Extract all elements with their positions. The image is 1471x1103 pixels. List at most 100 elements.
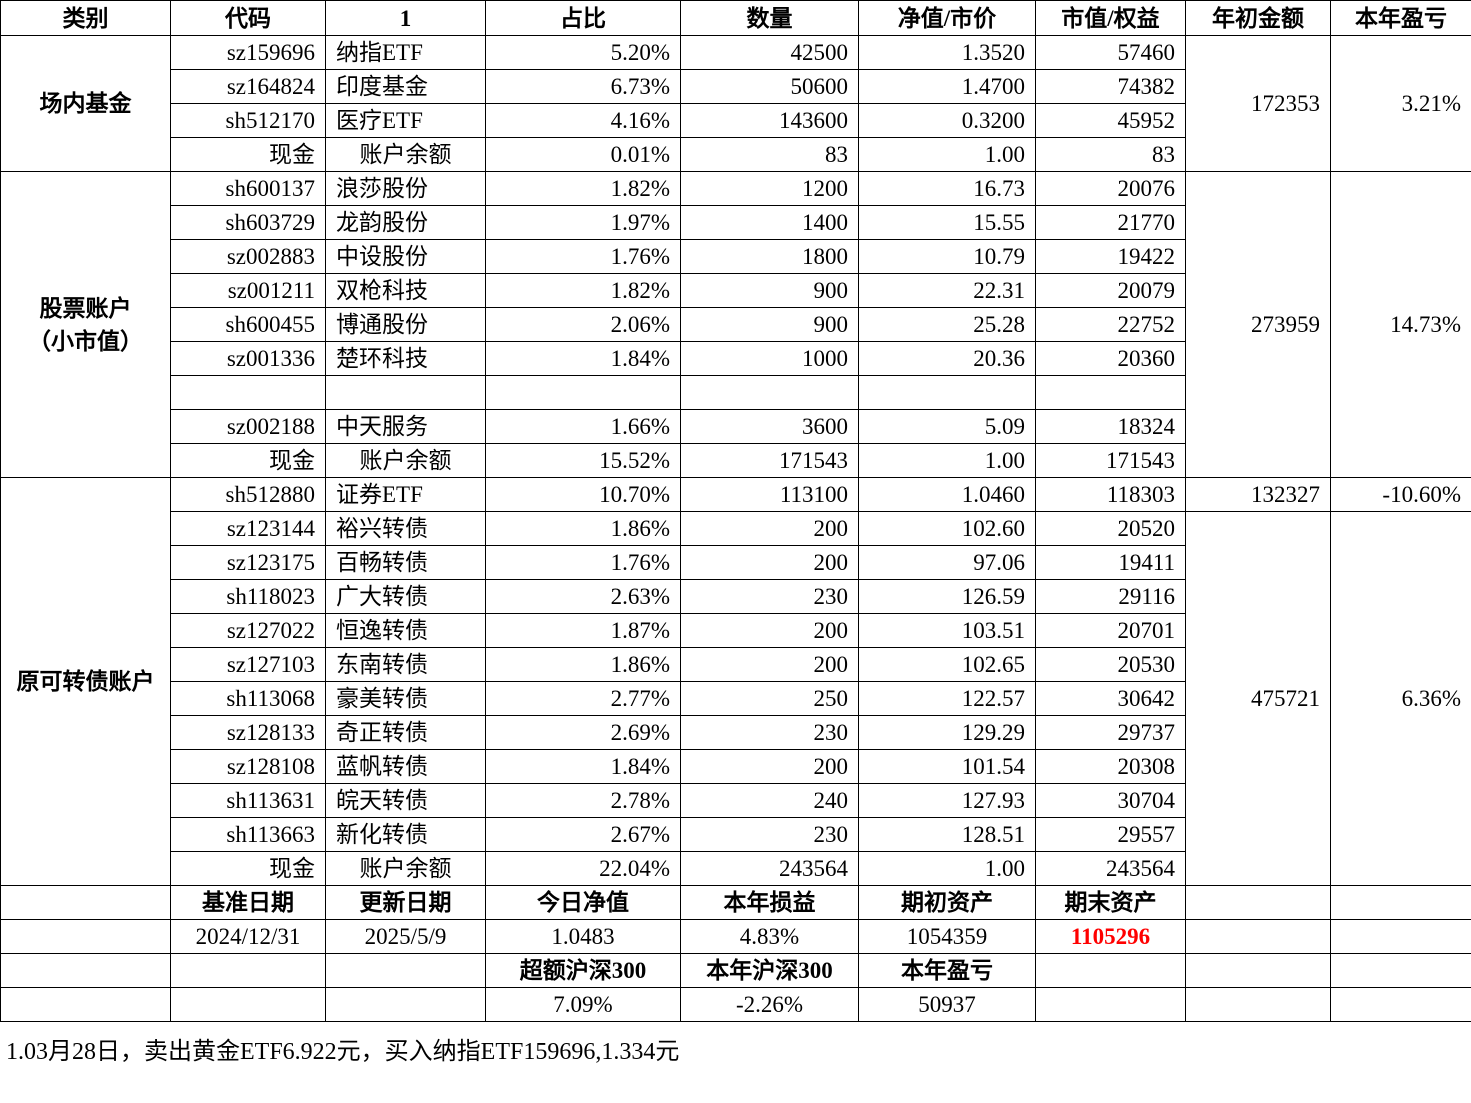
cell-name[interactable]: 裕兴转债 <box>325 511 486 546</box>
cell-value[interactable]: 20530 <box>1035 647 1186 682</box>
cell-price[interactable]: 97.06 <box>858 545 1036 580</box>
cell-pct[interactable]: 2.78% <box>485 783 681 818</box>
cell-name[interactable]: 印度基金 <box>325 69 486 104</box>
cell-pct[interactable]: 10.70% <box>485 477 681 512</box>
summary-value-today-nav[interactable]: 1.0483 <box>485 919 681 954</box>
cell-name[interactable]: 证券ETF <box>325 477 486 512</box>
cell-qty[interactable]: 230 <box>680 817 859 852</box>
cell-initial-amount[interactable]: 132327 <box>1185 477 1331 512</box>
summary-value-ytd-hs300[interactable]: -2.26% <box>680 987 859 1022</box>
header-cell-initial[interactable]: 年初金额 <box>1185 0 1331 36</box>
empty-cell[interactable] <box>1035 953 1186 988</box>
cell-value[interactable]: 19411 <box>1035 545 1186 580</box>
cell-price[interactable]: 103.51 <box>858 613 1036 648</box>
empty-cell[interactable] <box>325 987 486 1022</box>
cell-code[interactable]: sz127103 <box>170 647 326 682</box>
cell-value[interactable]: 30642 <box>1035 681 1186 716</box>
cell-code[interactable]: sz123144 <box>170 511 326 546</box>
empty-cell[interactable] <box>1185 953 1331 988</box>
cell-price[interactable]: 1.00 <box>858 443 1036 478</box>
cell-qty[interactable]: 1000 <box>680 341 859 376</box>
cell-qty[interactable]: 143600 <box>680 103 859 138</box>
header-cell-ytd[interactable]: 本年盈亏 <box>1330 0 1471 36</box>
cell-pct[interactable]: 2.77% <box>485 681 681 716</box>
cell-code[interactable]: sz002883 <box>170 239 326 274</box>
cell-name[interactable]: 楚环科技 <box>325 341 486 376</box>
empty-cell[interactable] <box>1330 953 1471 988</box>
header-cell-qty[interactable]: 数量 <box>680 0 859 36</box>
cell-value[interactable]: 21770 <box>1035 205 1186 240</box>
cell-value[interactable]: 20520 <box>1035 511 1186 546</box>
summary-value-final-assets[interactable]: 1105296 <box>1035 919 1186 954</box>
cell-qty[interactable]: 250 <box>680 681 859 716</box>
cell-ytd-pnl[interactable]: -10.60% <box>1330 477 1471 512</box>
empty-cell[interactable] <box>0 919 171 954</box>
cell-code[interactable]: sh600137 <box>170 171 326 206</box>
cell-code[interactable]: sh118023 <box>170 579 326 614</box>
cell-code[interactable]: sz123175 <box>170 545 326 580</box>
cell-pct[interactable]: 1.84% <box>485 341 681 376</box>
cell-price[interactable]: 1.00 <box>858 851 1036 886</box>
cell-qty[interactable]: 50600 <box>680 69 859 104</box>
cell-pct[interactable]: 1.86% <box>485 511 681 546</box>
cell-name[interactable]: 豪美转债 <box>325 681 486 716</box>
cell-price[interactable]: 1.00 <box>858 137 1036 172</box>
cell-name[interactable]: 博通股份 <box>325 307 486 342</box>
cell-qty[interactable]: 1400 <box>680 205 859 240</box>
cell-code[interactable]: sz001211 <box>170 273 326 308</box>
summary-label-ytd-gain[interactable]: 本年损益 <box>680 885 859 920</box>
empty-cell[interactable] <box>170 953 326 988</box>
summary-value-initial-assets[interactable]: 1054359 <box>858 919 1036 954</box>
cell-code[interactable]: sz002188 <box>170 409 326 444</box>
empty-cell[interactable] <box>1185 987 1331 1022</box>
cell-price[interactable]: 129.29 <box>858 715 1036 750</box>
cell-code[interactable]: sz127022 <box>170 613 326 648</box>
summary-value-ytd-gain[interactable]: 4.83% <box>680 919 859 954</box>
cell-value[interactable]: 29737 <box>1035 715 1186 750</box>
cell-name[interactable] <box>325 375 486 410</box>
cell-qty[interactable]: 113100 <box>680 477 859 512</box>
cell-qty[interactable]: 3600 <box>680 409 859 444</box>
cell-price[interactable]: 128.51 <box>858 817 1036 852</box>
section-category-funds[interactable]: 场内基金 <box>0 35 171 172</box>
empty-cell[interactable] <box>1330 987 1471 1022</box>
cell-price[interactable]: 5.09 <box>858 409 1036 444</box>
empty-cell[interactable] <box>0 987 171 1022</box>
cell-name[interactable]: 百畅转债 <box>325 545 486 580</box>
cell-qty[interactable]: 200 <box>680 613 859 648</box>
cell-code[interactable]: sh113068 <box>170 681 326 716</box>
cell-price[interactable]: 1.0460 <box>858 477 1036 512</box>
cell-value[interactable] <box>1035 375 1186 410</box>
cell-qty[interactable]: 200 <box>680 545 859 580</box>
cell-price[interactable]: 16.73 <box>858 171 1036 206</box>
header-cell-value[interactable]: 市值/权益 <box>1035 0 1186 36</box>
cell-price[interactable]: 127.93 <box>858 783 1036 818</box>
cell-qty[interactable]: 200 <box>680 749 859 784</box>
summary-label-ytd-pnl[interactable]: 本年盈亏 <box>858 953 1036 988</box>
cell-ytd-pnl[interactable]: 6.36% <box>1330 511 1471 886</box>
cell-qty[interactable]: 230 <box>680 715 859 750</box>
cell-qty[interactable]: 200 <box>680 647 859 682</box>
cell-value[interactable]: 83 <box>1035 137 1186 172</box>
cell-initial-amount[interactable]: 172353 <box>1185 35 1331 172</box>
cell-code[interactable]: sh113631 <box>170 783 326 818</box>
cell-pct[interactable]: 22.04% <box>485 851 681 886</box>
cell-price[interactable]: 25.28 <box>858 307 1036 342</box>
cell-value[interactable]: 20308 <box>1035 749 1186 784</box>
cell-name[interactable]: 中设股份 <box>325 239 486 274</box>
cell-pct[interactable]: 0.01% <box>485 137 681 172</box>
cell-code[interactable]: sz001336 <box>170 341 326 376</box>
cell-price[interactable]: 102.65 <box>858 647 1036 682</box>
cell-value[interactable]: 30704 <box>1035 783 1186 818</box>
summary-label-initial-assets[interactable]: 期初资产 <box>858 885 1036 920</box>
cell-ytd-pnl[interactable]: 3.21% <box>1330 35 1471 172</box>
cell-pct[interactable]: 4.16% <box>485 103 681 138</box>
cell-name[interactable]: 广大转债 <box>325 579 486 614</box>
cell-name[interactable]: 浪莎股份 <box>325 171 486 206</box>
summary-label-update-date[interactable]: 更新日期 <box>325 885 486 920</box>
cell-price[interactable] <box>858 375 1036 410</box>
cell-pct[interactable]: 2.67% <box>485 817 681 852</box>
cell-name[interactable]: 东南转债 <box>325 647 486 682</box>
cell-name[interactable]: 新化转债 <box>325 817 486 852</box>
cell-price[interactable]: 22.31 <box>858 273 1036 308</box>
